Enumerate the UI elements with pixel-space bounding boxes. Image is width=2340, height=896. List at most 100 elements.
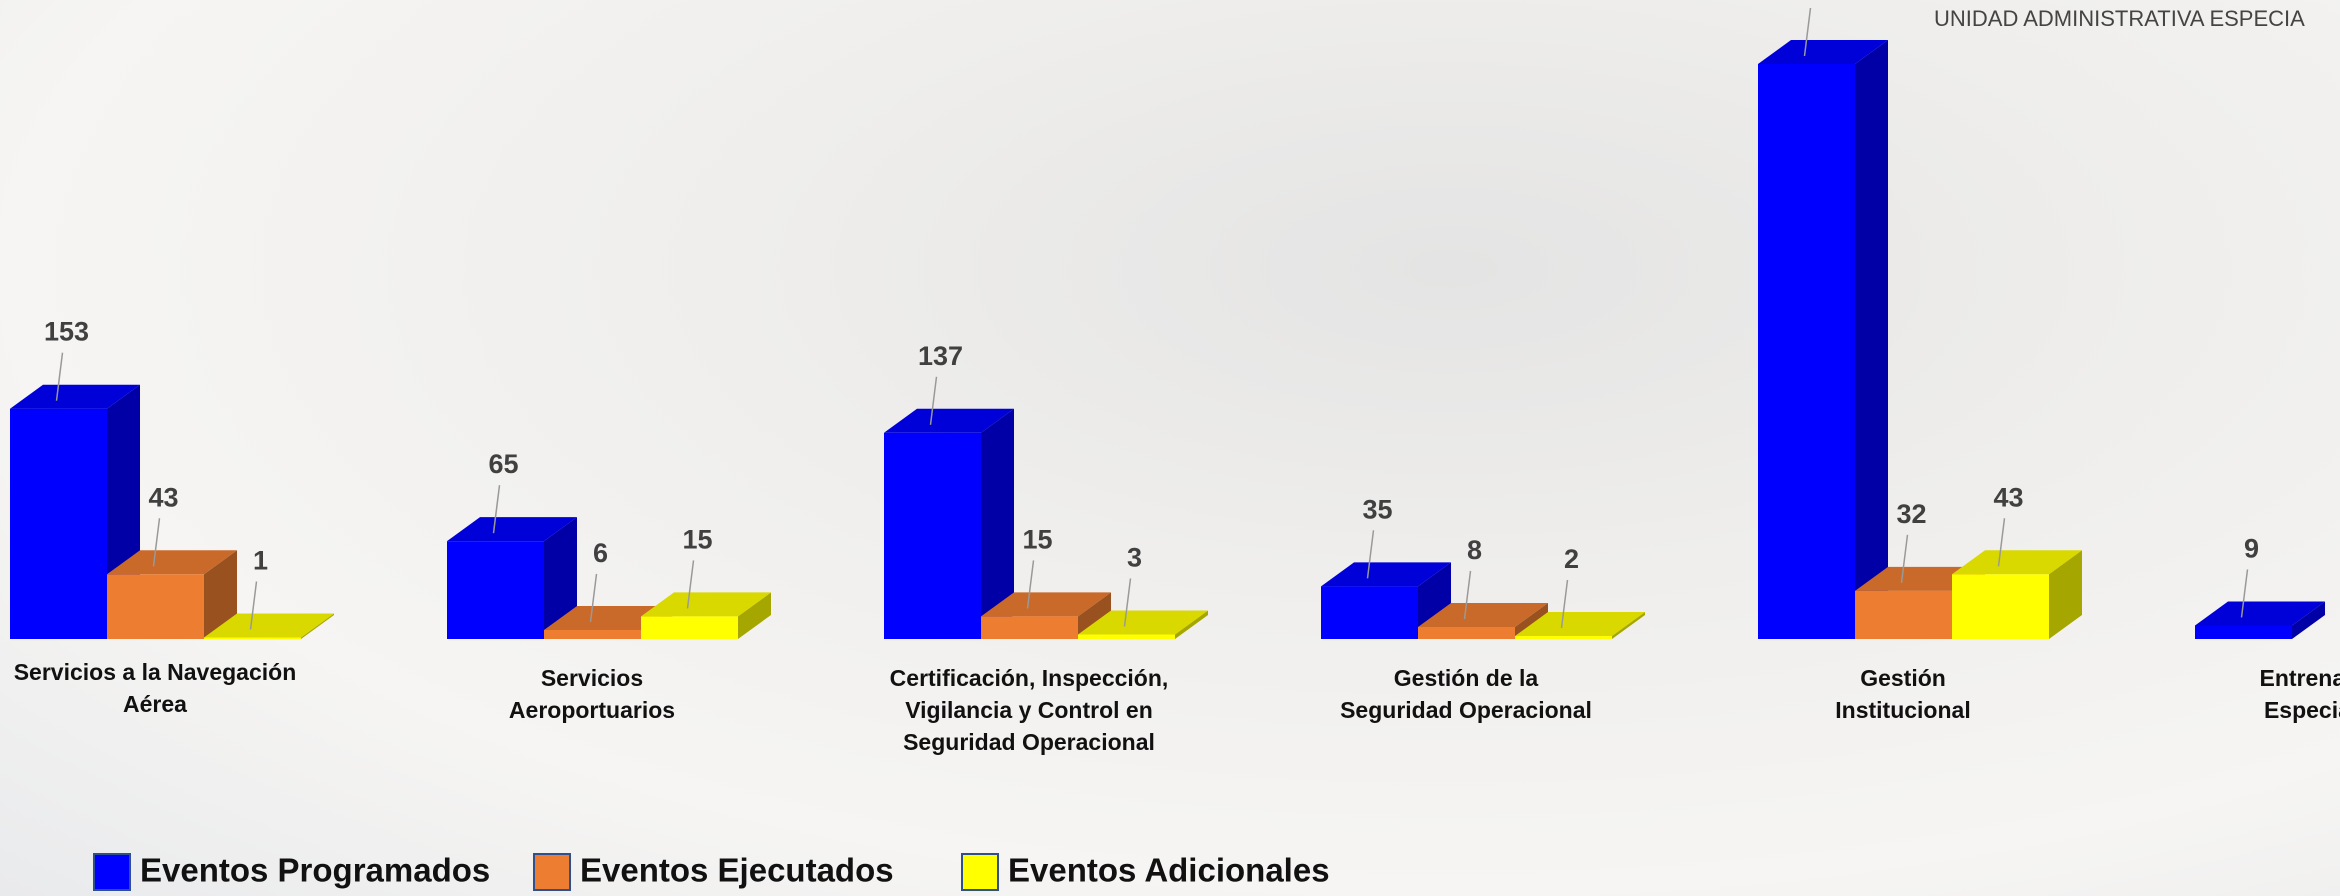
value-label: 15	[682, 524, 712, 554]
x-tick-label: Gestión Institucional	[1835, 665, 1971, 723]
leader-line	[2240, 569, 2249, 618]
bar-side	[1855, 40, 1888, 639]
bar-front	[1515, 635, 1612, 639]
bar-front	[641, 616, 738, 639]
value-label: 3	[1127, 542, 1142, 572]
value-label: 382	[1792, 0, 1837, 2]
bar-front	[1952, 574, 2049, 639]
bar	[1078, 610, 1208, 639]
leader-line	[589, 573, 598, 623]
bar-top	[1418, 602, 1548, 627]
value-label: 43	[148, 482, 178, 512]
value-label: 1	[253, 545, 268, 575]
leader-line	[929, 376, 938, 425]
bar	[1758, 40, 1888, 639]
bar	[2195, 601, 2325, 639]
bar	[447, 517, 577, 639]
bar-front	[447, 541, 544, 639]
bar-top	[1758, 40, 1888, 64]
leader-line	[1366, 530, 1375, 579]
value-label: 6	[593, 538, 608, 568]
bar-side	[1612, 611, 1645, 639]
bar-top	[1321, 562, 1451, 587]
bar-side	[1175, 610, 1208, 639]
legend-swatch	[961, 853, 999, 891]
bar-top	[204, 613, 334, 638]
bar-front	[2195, 625, 2292, 639]
bar-top	[1515, 611, 1645, 636]
bar-front	[204, 637, 301, 639]
leader-line	[1123, 578, 1132, 627]
bar-side	[1078, 592, 1111, 639]
value-label: 2	[1564, 544, 1579, 574]
bar-side	[2292, 601, 2325, 639]
bar-top	[10, 384, 140, 409]
bar-front	[1418, 626, 1515, 639]
bar	[884, 408, 1014, 639]
bar-side	[301, 613, 334, 639]
bar	[1515, 611, 1645, 639]
leader-line	[1026, 560, 1035, 609]
value-label: 43	[1993, 482, 2023, 512]
legend-label: Eventos Ejecutados	[580, 852, 894, 889]
value-label: 137	[918, 341, 963, 371]
legend-label: Eventos Programados	[140, 852, 490, 889]
bar	[107, 550, 237, 639]
bar-front	[884, 432, 981, 639]
bar	[1418, 602, 1548, 639]
leader-line	[1997, 518, 2006, 567]
leader-line	[492, 485, 501, 534]
value-label: 35	[1362, 494, 1392, 524]
bar-front	[107, 574, 204, 639]
header-org: UNIDAD ADMINISTRATIVA ESPECIA	[1934, 6, 2305, 31]
x-tick-label: Servicios a la Navegación Aérea	[13, 659, 297, 717]
value-label: 8	[1467, 535, 1482, 565]
legend-swatch	[93, 853, 131, 891]
value-label: 153	[44, 317, 89, 347]
leader-line	[1560, 579, 1569, 629]
x-tick-label: Entrenamiento Especializado	[2259, 665, 2340, 723]
bar	[641, 592, 771, 639]
x-tick-label: Certificación, Inspección, Vigilancia y …	[889, 665, 1169, 755]
bar-front	[544, 629, 641, 639]
leader-line	[249, 581, 258, 630]
value-label: 9	[2244, 533, 2259, 563]
bar-top	[1952, 550, 2082, 575]
bar-front	[1758, 64, 1855, 639]
leader-line	[1803, 7, 1812, 57]
bar-front	[10, 408, 107, 639]
leader-line	[1463, 570, 1472, 620]
bar	[981, 592, 1111, 639]
bar-side	[738, 592, 771, 639]
value-label: 32	[1896, 499, 1926, 529]
bar-top	[981, 592, 1111, 617]
bar-front	[1078, 634, 1175, 639]
legend-label: Eventos Adicionales	[1008, 852, 1330, 889]
bar-top	[2195, 601, 2325, 626]
bar-top	[884, 408, 1014, 433]
bar-side	[204, 550, 237, 639]
value-label: 65	[488, 449, 518, 479]
bar-top	[447, 517, 577, 542]
bar-front	[1855, 590, 1952, 639]
bar	[1952, 550, 2082, 639]
bar-side	[544, 517, 577, 639]
legend-swatch	[533, 853, 571, 891]
value-label: 15	[1022, 524, 1052, 554]
leader-line	[1900, 534, 1909, 583]
bar-top	[641, 592, 771, 617]
bar-side	[2049, 550, 2082, 639]
bar-front	[1321, 586, 1418, 639]
x-tick-label: Gestión de la Seguridad Operacional	[1340, 665, 1592, 723]
bar	[204, 613, 334, 639]
leader-line	[152, 518, 161, 567]
bar-front	[981, 616, 1078, 639]
leader-line	[55, 352, 64, 401]
x-tick-label: Servicios Aeroportuarios	[508, 665, 676, 723]
bar-top	[107, 550, 237, 575]
bar-side	[981, 408, 1014, 639]
leader-line	[686, 560, 695, 609]
bar-top	[1078, 610, 1208, 635]
